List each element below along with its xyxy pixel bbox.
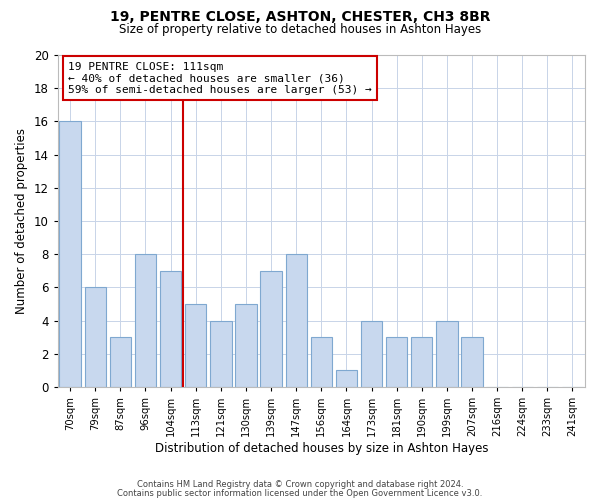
Text: Contains public sector information licensed under the Open Government Licence v3: Contains public sector information licen… [118,488,482,498]
Bar [411,337,433,387]
Bar [59,122,81,387]
Text: 19 PENTRE CLOSE: 111sqm
← 40% of detached houses are smaller (36)
59% of semi-de: 19 PENTRE CLOSE: 111sqm ← 40% of detache… [68,62,372,95]
Text: Contains HM Land Registry data © Crown copyright and database right 2024.: Contains HM Land Registry data © Crown c… [137,480,463,489]
Bar [260,271,282,387]
Bar [160,271,181,387]
Bar [85,288,106,387]
Bar [185,304,206,387]
Bar [436,320,458,387]
X-axis label: Distribution of detached houses by size in Ashton Hayes: Distribution of detached houses by size … [155,442,488,455]
Bar [135,254,156,387]
Bar [461,337,482,387]
Bar [210,320,232,387]
Bar [361,320,382,387]
Y-axis label: Number of detached properties: Number of detached properties [15,128,28,314]
Bar [386,337,407,387]
Text: Size of property relative to detached houses in Ashton Hayes: Size of property relative to detached ho… [119,22,481,36]
Bar [110,337,131,387]
Bar [286,254,307,387]
Text: 19, PENTRE CLOSE, ASHTON, CHESTER, CH3 8BR: 19, PENTRE CLOSE, ASHTON, CHESTER, CH3 8… [110,10,490,24]
Bar [235,304,257,387]
Bar [336,370,357,387]
Bar [311,337,332,387]
